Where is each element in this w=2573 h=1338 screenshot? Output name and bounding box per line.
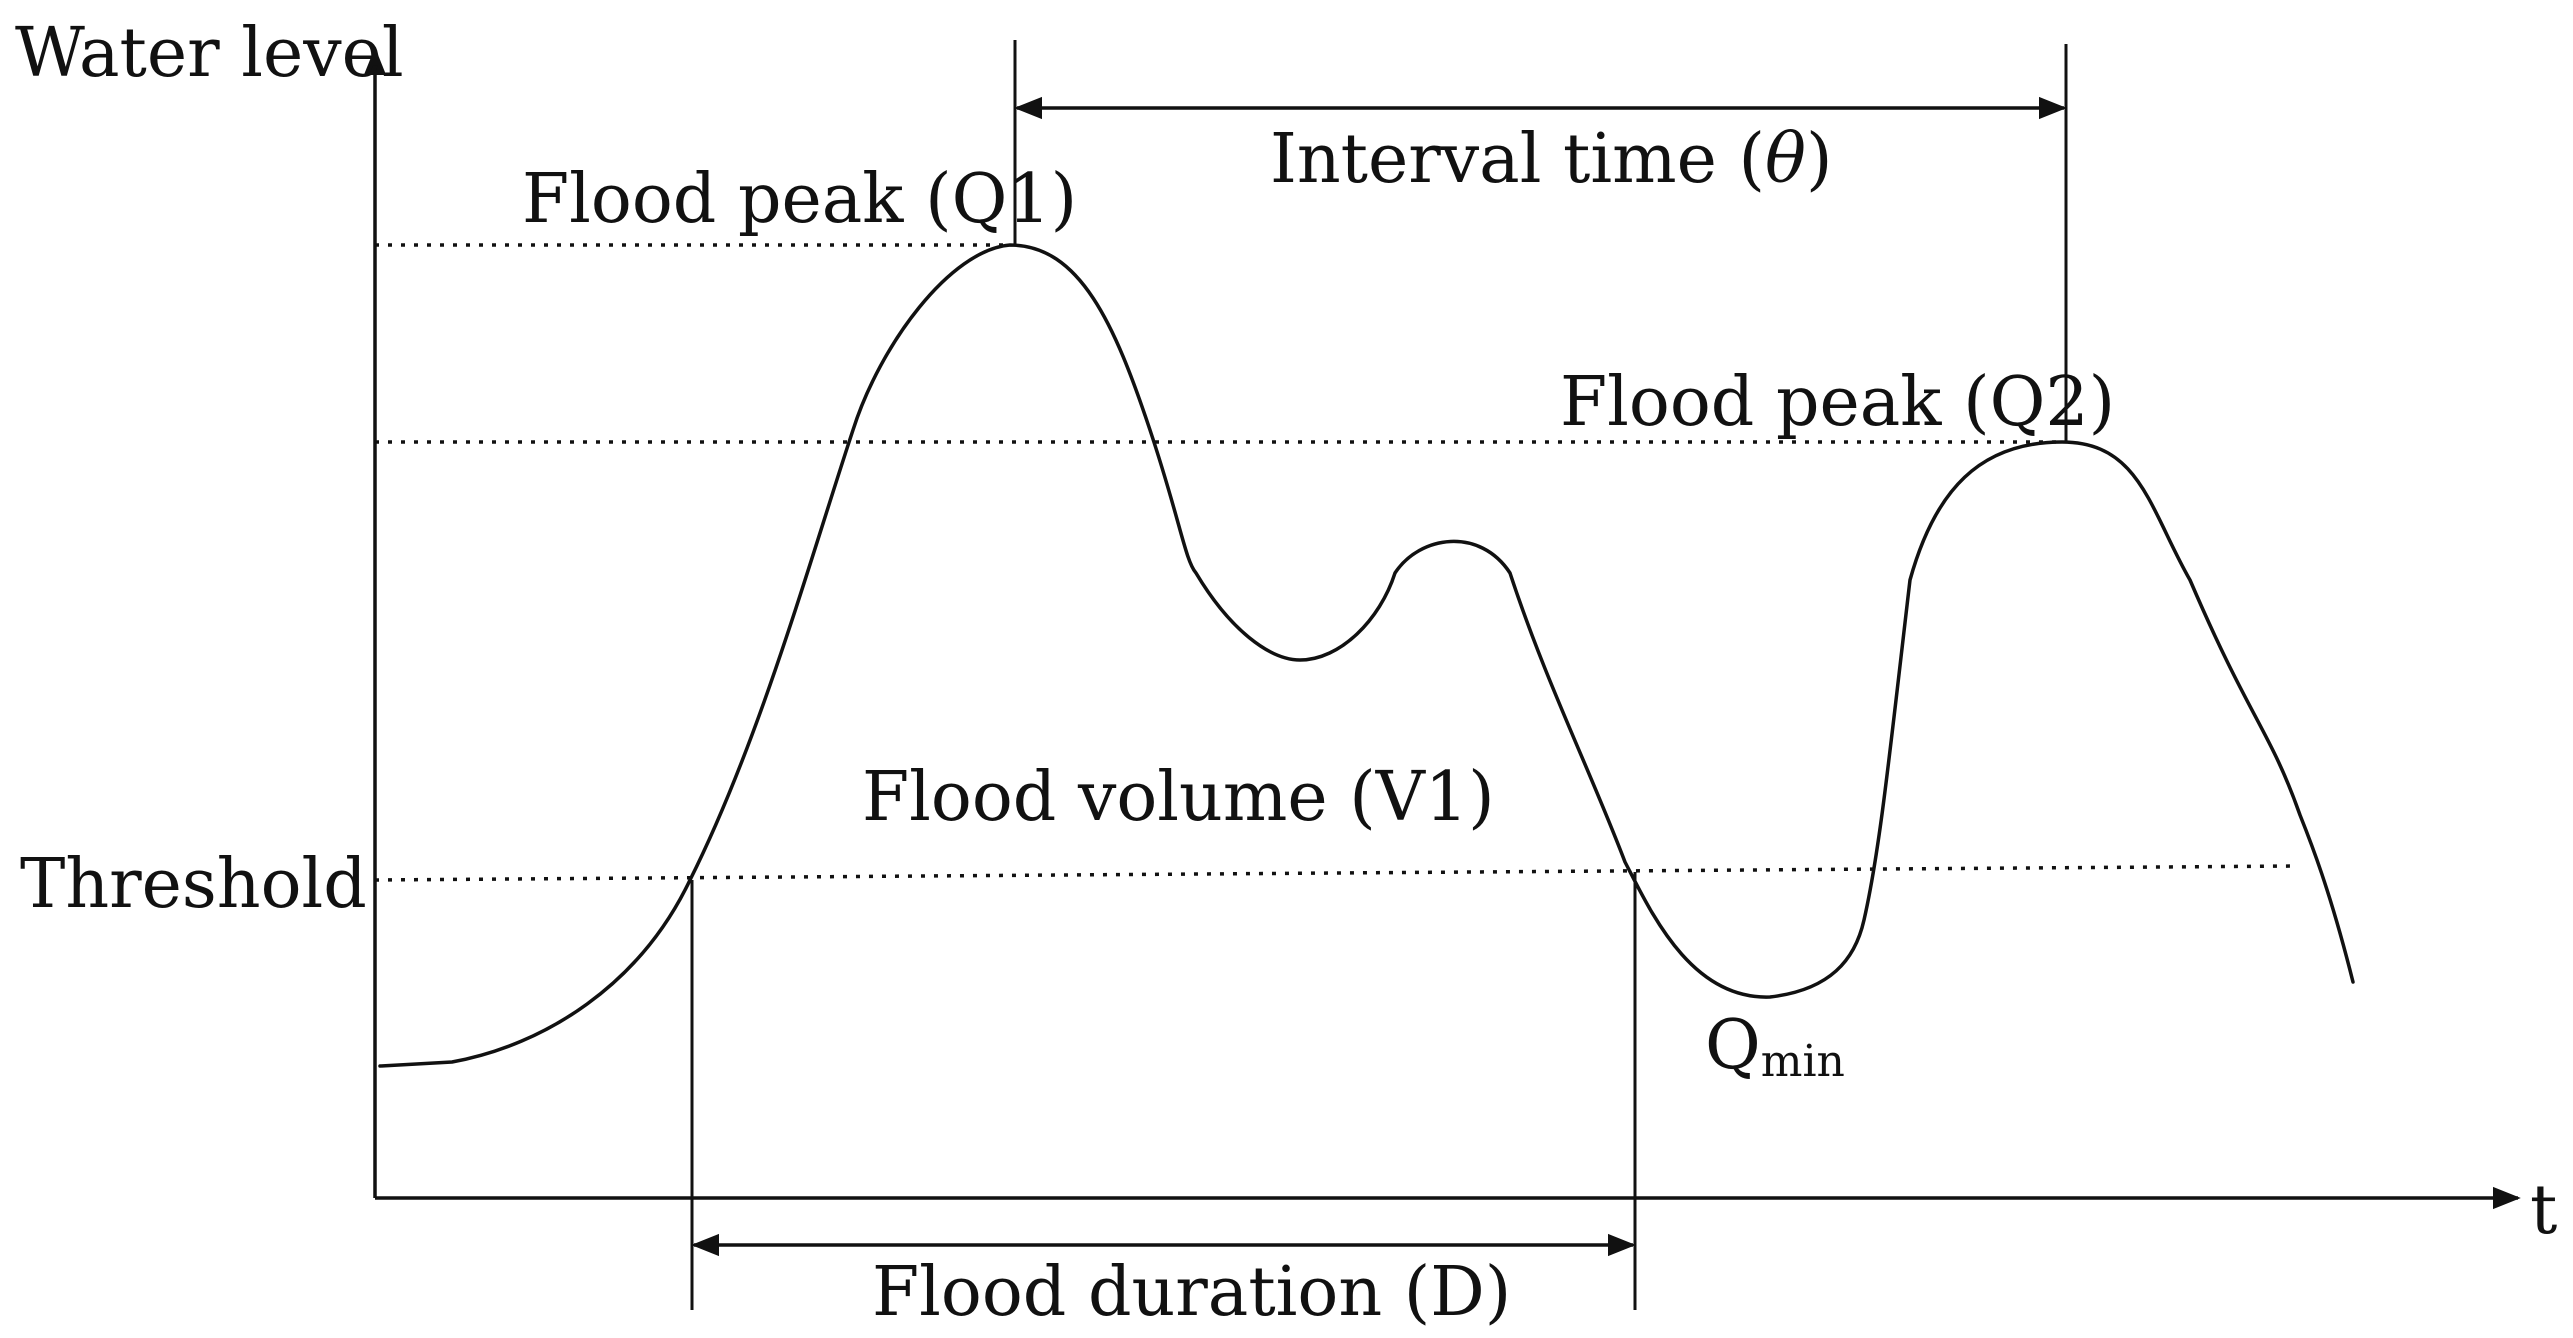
q-min-main: Q	[1705, 1006, 1761, 1085]
flood-volume-label: Flood volume (V1)	[862, 758, 1495, 837]
flood-peak-1-label: Flood peak (Q1)	[522, 160, 1077, 239]
q-min-subscript: min	[1761, 1036, 1845, 1087]
interval-time-prefix: Interval time (	[1270, 120, 1765, 199]
flood-peak-2-label: Flood peak (Q2)	[1560, 363, 2115, 442]
flood-duration-label: Flood duration (D)	[872, 1253, 1511, 1332]
threshold-level-line	[374, 864, 2299, 882]
q-min-label: Qmin	[1705, 1006, 1845, 1087]
hydrograph-curve	[378, 243, 2355, 1068]
interval-time-symbol: θ	[1765, 120, 1806, 199]
x-axis-label: t	[2530, 1171, 2557, 1250]
interval-time-label: Interval time (θ)	[1270, 120, 1832, 199]
threshold-label: Threshold	[20, 845, 367, 924]
interval-time-suffix: )	[1806, 120, 1833, 199]
y-axis-label: Water level	[15, 14, 404, 93]
